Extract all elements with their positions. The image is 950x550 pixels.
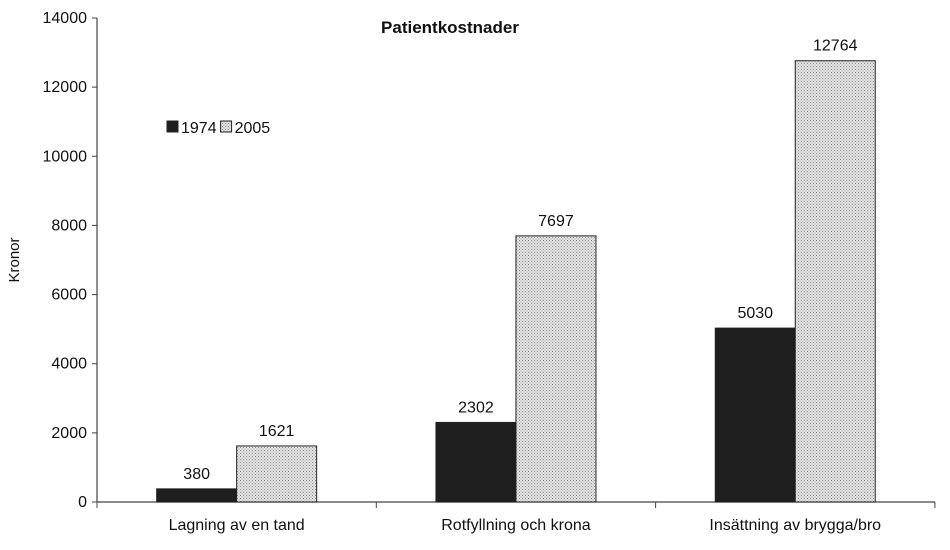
data-label: 12764 [813,38,858,55]
y-tick-label: 4000 [51,356,87,373]
y-tick-label: 0 [78,494,87,511]
y-tick-label: 14000 [43,10,88,27]
data-label: 7697 [538,213,574,230]
legend-swatch-2005 [220,120,233,133]
legend-swatch-1974 [166,120,179,133]
bar-2005 [794,60,876,503]
y-tick-label: 12000 [43,79,88,96]
y-tick-label: 8000 [51,217,87,234]
x-tick-label: Rotfyllning och krona [441,517,591,534]
y-tick-label: 2000 [51,425,87,442]
data-label: 380 [183,466,210,483]
x-tick-label: Insättning av brygga/bro [709,517,881,534]
bar-1974 [435,421,517,503]
bar-2005 [236,445,318,503]
legend-label: 1974 [181,120,217,137]
legend: 1974 2005 [166,120,271,137]
data-label: 1621 [259,423,295,440]
chart-title: Patientkostnader [381,18,519,37]
bar-1974 [714,327,796,503]
data-label: 5030 [737,305,773,322]
bar-1974 [156,488,238,503]
y-axis-label: Kronor [6,237,23,282]
y-tick-label: 6000 [51,287,87,304]
x-tick-label: Lagning av en tand [169,517,305,534]
y-tick-label: 10000 [43,148,88,165]
bar-2005 [515,235,597,503]
data-label: 2302 [458,399,494,416]
legend-label: 2005 [235,120,271,137]
